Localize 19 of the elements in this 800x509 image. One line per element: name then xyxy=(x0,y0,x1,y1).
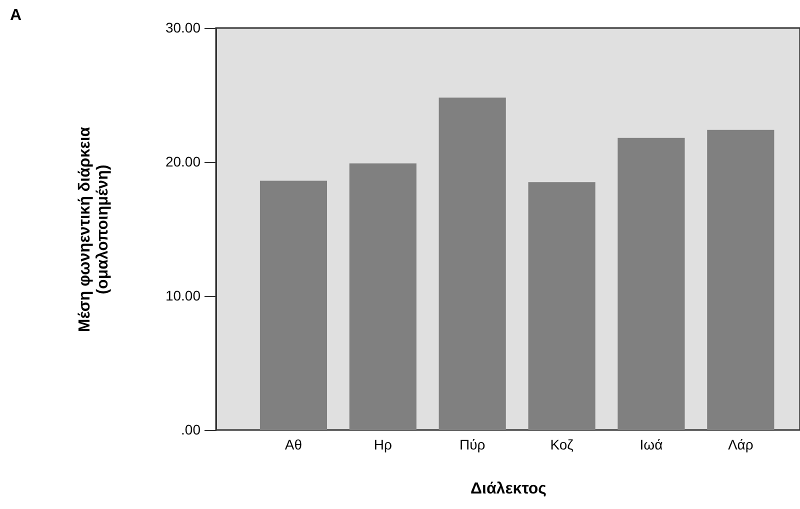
bar xyxy=(707,130,774,430)
x-tick-label: Αθ xyxy=(284,436,302,452)
y-axis-title: Μέση φωνηεντική διάρκεια (ομαλοποιημένη) xyxy=(76,126,112,332)
x-tick-label: Κοζ xyxy=(550,436,574,452)
x-tick-label: Πύρ xyxy=(459,436,486,452)
y-tick-label: 20.00 xyxy=(165,154,201,170)
y-tick-label: 30.00 xyxy=(165,20,201,36)
x-tick-label: Ιωά xyxy=(640,436,663,452)
x-tick-label: Λάρ xyxy=(728,436,754,452)
x-tick-label: Ηρ xyxy=(374,436,392,452)
bar xyxy=(528,182,596,430)
bar xyxy=(618,138,685,430)
bar xyxy=(260,180,328,430)
x-axis-title: Διάλεκτος xyxy=(470,480,546,498)
text: A xyxy=(10,7,22,24)
y-tick-label: 10.00 xyxy=(165,288,201,304)
bar xyxy=(438,98,506,430)
bar xyxy=(349,163,416,430)
y-tick-label: .00 xyxy=(181,422,201,438)
